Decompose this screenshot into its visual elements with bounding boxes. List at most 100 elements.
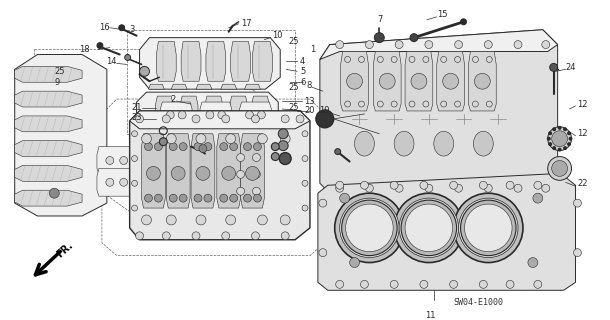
Polygon shape <box>468 52 496 111</box>
Circle shape <box>226 134 235 144</box>
Polygon shape <box>15 116 82 132</box>
Circle shape <box>140 66 149 76</box>
Circle shape <box>146 166 160 180</box>
Text: FR.: FR. <box>54 240 74 260</box>
Circle shape <box>340 193 350 203</box>
Circle shape <box>461 19 467 25</box>
Polygon shape <box>200 102 232 129</box>
Circle shape <box>405 204 453 252</box>
Circle shape <box>237 171 245 178</box>
Polygon shape <box>221 84 237 89</box>
Circle shape <box>486 101 492 107</box>
Circle shape <box>257 215 267 225</box>
Circle shape <box>549 143 551 146</box>
Circle shape <box>514 184 522 192</box>
Polygon shape <box>15 141 82 156</box>
Circle shape <box>464 204 512 252</box>
Circle shape <box>359 101 364 107</box>
Circle shape <box>281 115 289 123</box>
Ellipse shape <box>434 131 454 156</box>
Circle shape <box>169 194 177 202</box>
Circle shape <box>553 128 556 131</box>
Circle shape <box>167 111 174 119</box>
Circle shape <box>145 143 152 151</box>
Circle shape <box>246 111 254 119</box>
Circle shape <box>350 258 359 268</box>
Circle shape <box>391 56 397 62</box>
Circle shape <box>346 73 362 89</box>
Circle shape <box>302 131 308 137</box>
Circle shape <box>528 258 538 268</box>
Circle shape <box>237 187 245 195</box>
Circle shape <box>450 280 458 288</box>
Circle shape <box>395 41 403 49</box>
Circle shape <box>506 280 514 288</box>
Circle shape <box>378 56 383 62</box>
Text: 25: 25 <box>288 102 299 111</box>
Circle shape <box>257 111 265 119</box>
Circle shape <box>196 166 210 180</box>
Polygon shape <box>167 134 190 208</box>
Text: 25: 25 <box>54 67 65 76</box>
Polygon shape <box>15 190 82 206</box>
Circle shape <box>237 154 245 162</box>
Circle shape <box>230 194 238 202</box>
Circle shape <box>106 178 114 186</box>
Polygon shape <box>180 96 198 126</box>
Circle shape <box>345 56 351 62</box>
Circle shape <box>124 54 131 60</box>
Circle shape <box>302 205 308 211</box>
Circle shape <box>365 184 373 192</box>
Ellipse shape <box>394 131 414 156</box>
Circle shape <box>162 232 170 240</box>
Polygon shape <box>231 42 251 81</box>
Circle shape <box>278 141 288 151</box>
Circle shape <box>132 205 138 211</box>
Circle shape <box>533 193 543 203</box>
Polygon shape <box>227 147 270 168</box>
Polygon shape <box>181 42 201 81</box>
Polygon shape <box>230 96 248 126</box>
Circle shape <box>199 145 207 153</box>
Circle shape <box>145 194 152 202</box>
Circle shape <box>479 181 487 189</box>
Circle shape <box>550 63 558 71</box>
Circle shape <box>271 153 279 161</box>
Circle shape <box>194 143 202 151</box>
Polygon shape <box>240 102 271 129</box>
Circle shape <box>280 134 290 144</box>
Polygon shape <box>340 52 368 111</box>
Circle shape <box>335 148 340 155</box>
Polygon shape <box>227 180 270 202</box>
Circle shape <box>142 134 151 144</box>
Polygon shape <box>15 165 82 181</box>
Circle shape <box>132 156 138 162</box>
Circle shape <box>454 56 461 62</box>
Text: 23: 23 <box>131 113 142 122</box>
Circle shape <box>302 156 308 162</box>
Circle shape <box>167 134 176 144</box>
Circle shape <box>336 280 343 288</box>
Circle shape <box>461 200 516 256</box>
Circle shape <box>553 147 556 150</box>
Circle shape <box>280 215 290 225</box>
Circle shape <box>361 280 368 288</box>
Polygon shape <box>318 173 575 290</box>
Circle shape <box>135 115 143 123</box>
Circle shape <box>271 143 279 151</box>
Circle shape <box>472 101 478 107</box>
Text: 20: 20 <box>304 107 315 116</box>
Circle shape <box>253 154 260 162</box>
Circle shape <box>319 249 327 257</box>
Circle shape <box>359 56 364 62</box>
Circle shape <box>278 129 288 139</box>
Polygon shape <box>191 134 215 208</box>
Circle shape <box>220 143 228 151</box>
Circle shape <box>204 194 212 202</box>
Text: 5: 5 <box>300 67 305 76</box>
Circle shape <box>567 132 570 135</box>
Circle shape <box>346 204 393 252</box>
Text: 16: 16 <box>99 23 110 32</box>
Circle shape <box>220 194 228 202</box>
Circle shape <box>106 156 114 164</box>
